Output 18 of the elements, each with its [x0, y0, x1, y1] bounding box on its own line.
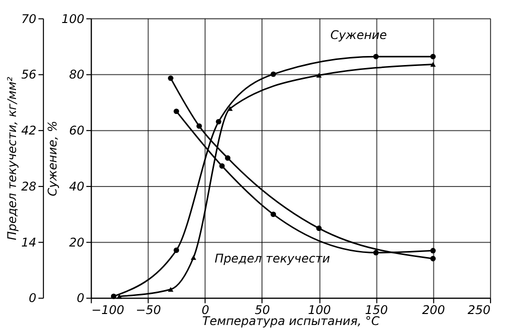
y2-tick-label: 80: [69, 68, 85, 82]
y2-tick-label: 60: [69, 124, 85, 138]
y-tick-label: 14: [21, 235, 36, 250]
y2-tick-label: 0: [76, 291, 85, 306]
x-tick-label: 200: [422, 303, 446, 318]
y-tick-label: 28: [21, 179, 37, 194]
y-tick-label: 0: [28, 291, 37, 306]
y-tick-label: 42: [21, 124, 36, 138]
x-tick-label: −100: [91, 303, 125, 318]
x-tick-label: 250: [468, 303, 491, 318]
y2-tick-label: 20: [69, 235, 85, 250]
x-tick-label: −50: [136, 303, 162, 318]
y-tick-label: 70: [21, 12, 37, 26]
y2-axis-title: Сужение, %: [45, 120, 60, 196]
y2-tick-label: 100: [61, 12, 85, 26]
y-tick-label: 56: [21, 68, 37, 82]
y2-tick-label: 40: [69, 179, 85, 194]
y-axis-title: Предел текучести, кг/мм²: [5, 76, 20, 240]
